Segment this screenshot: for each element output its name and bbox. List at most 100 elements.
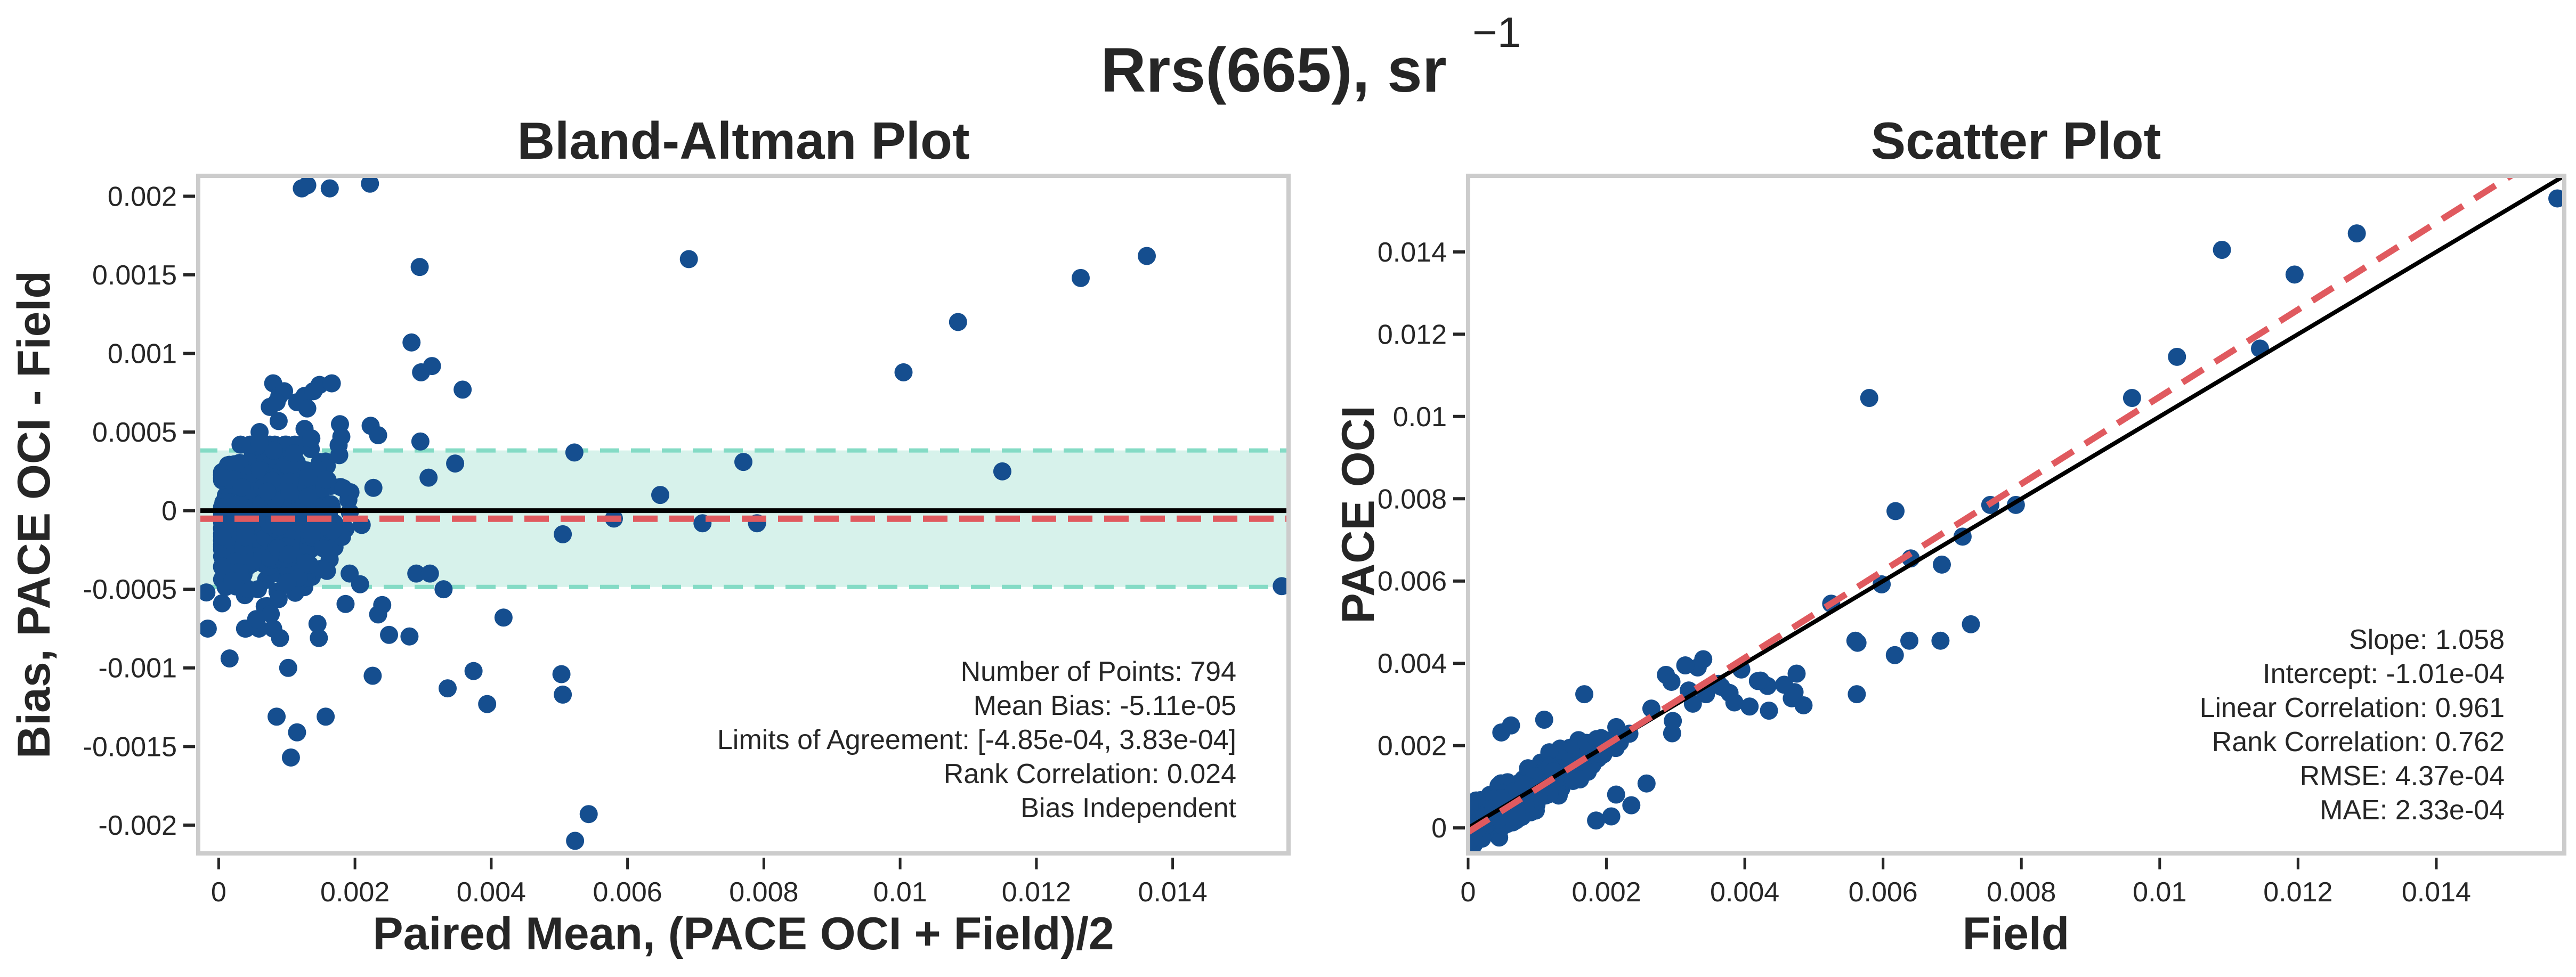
data-point (213, 594, 231, 613)
data-point (554, 525, 572, 543)
y-tick-label: 0.004 (1378, 648, 1447, 679)
data-point (268, 393, 286, 411)
x-tick-label: 0.008 (1987, 877, 2056, 908)
data-point (250, 434, 269, 452)
data-point (1900, 631, 1918, 650)
data-point (1273, 577, 1286, 596)
x-tick-label: 0.014 (1138, 877, 1208, 908)
x-tick-label: 0.006 (1849, 877, 1918, 908)
data-point (1787, 664, 1806, 683)
data-point (439, 679, 457, 698)
y-tick-label: 0.01 (1393, 402, 1447, 433)
data-point (453, 380, 472, 399)
y-tick-label: -0.0015 (83, 731, 177, 762)
data-point (2213, 241, 2231, 259)
data-point (1535, 710, 1553, 729)
x-tick-label: 0.006 (593, 877, 662, 908)
x-tick-label: 0.012 (2263, 877, 2332, 908)
data-point (317, 470, 335, 489)
data-point (1748, 672, 1767, 690)
y-tick-label: -0.001 (99, 653, 177, 684)
data-point (1794, 696, 1813, 714)
data-point (446, 454, 465, 473)
data-point (1962, 615, 1980, 633)
data-point (679, 250, 698, 268)
scatter-reference-lines (1470, 178, 2562, 835)
data-point (1740, 697, 1759, 716)
data-point (322, 374, 341, 393)
stats-line: Intercept: -1.01e-04 (2263, 658, 2505, 689)
data-point (1848, 633, 1867, 652)
data-point (314, 539, 333, 558)
y-tick-label: 0.012 (1378, 319, 1447, 350)
x-tick-label: 0.01 (2133, 877, 2186, 908)
data-point (223, 572, 242, 590)
data-point (303, 526, 321, 544)
y-tick-label: 0.0015 (92, 260, 177, 291)
data-point (236, 528, 254, 547)
data-point (579, 805, 598, 824)
data-point (264, 619, 282, 638)
figure-title-superscript: −1 (1472, 9, 1521, 56)
data-point (1642, 699, 1660, 718)
stats-line: Number of Points: 794 (961, 656, 1236, 687)
bland-altman-panel: Bland-Altman Plot Paired Mean, (PACE OCI… (9, 111, 1291, 959)
data-point (993, 462, 1011, 481)
data-point (304, 382, 323, 401)
stats-line: RMSE: 4.37e-04 (2300, 761, 2505, 792)
x-tick-label: 0.004 (1710, 877, 1779, 908)
x-tick-label: 0.014 (2402, 877, 2471, 908)
data-point (213, 498, 231, 517)
data-point (317, 707, 335, 726)
data-point (1138, 247, 1156, 265)
bland-altman-ylabel: Bias, PACE OCI - Field (9, 271, 60, 759)
data-point (1492, 789, 1510, 808)
data-point (200, 619, 217, 638)
data-point (270, 518, 288, 536)
data-point (1885, 646, 1904, 664)
bland-altman-title: Bland-Altman Plot (517, 111, 969, 170)
data-point (2285, 265, 2304, 284)
data-point (1676, 656, 1695, 675)
data-point (332, 427, 351, 446)
data-point (279, 545, 297, 564)
bland-altman-xlabel: Paired Mean, (PACE OCI + Field)/2 (372, 908, 1114, 959)
x-tick-label: 0.01 (873, 877, 927, 908)
data-point (410, 258, 429, 276)
stats-line: Mean Bias: -5.11e-05 (974, 690, 1236, 721)
x-tick-label: 0.008 (729, 877, 798, 908)
data-point (262, 605, 280, 623)
x-tick-label: 0.012 (1002, 877, 1071, 908)
data-point (2168, 347, 2186, 366)
data-point (380, 625, 399, 644)
stats-line: Rank Correlation: 0.762 (2212, 727, 2505, 758)
data-point (419, 468, 438, 487)
bland-altman-xticks: 0 0.002 0.004 0.006 0.008 0.01 0.012 0.014 (211, 858, 1208, 908)
stats-line: Linear Correlation: 0.961 (2200, 693, 2505, 723)
data-point (258, 482, 277, 501)
data-point (1587, 811, 1606, 830)
data-point (1607, 785, 1625, 804)
data-point (1637, 774, 1656, 793)
data-point (226, 456, 245, 475)
y-tick-label: -0.0005 (83, 574, 177, 605)
scatter-panel: Scatter Plot Field PACE OCI 0 0.002 0.004 0… (1333, 111, 2566, 959)
data-point (1575, 685, 1594, 704)
scatter-xlabel: Field (1963, 908, 2070, 959)
y-tick-label: 0.006 (1378, 566, 1447, 597)
x-tick-label: 0 (211, 877, 226, 908)
bland-altman-reference-lines (200, 508, 1286, 522)
data-point (269, 412, 288, 430)
data-point (364, 478, 383, 497)
data-point (1502, 716, 1520, 735)
data-point (478, 695, 497, 713)
data-point (1664, 712, 1682, 730)
data-point (1725, 693, 1744, 712)
stats-line: Rank Correlation: 0.024 (944, 759, 1236, 789)
data-point (334, 479, 353, 498)
data-point (894, 363, 913, 381)
data-point (1662, 672, 1681, 691)
bland-altman-yticks: 0.002 0.0015 0.001 0.0005 0 -0.0005 -0.001 -0.0… (83, 181, 195, 841)
